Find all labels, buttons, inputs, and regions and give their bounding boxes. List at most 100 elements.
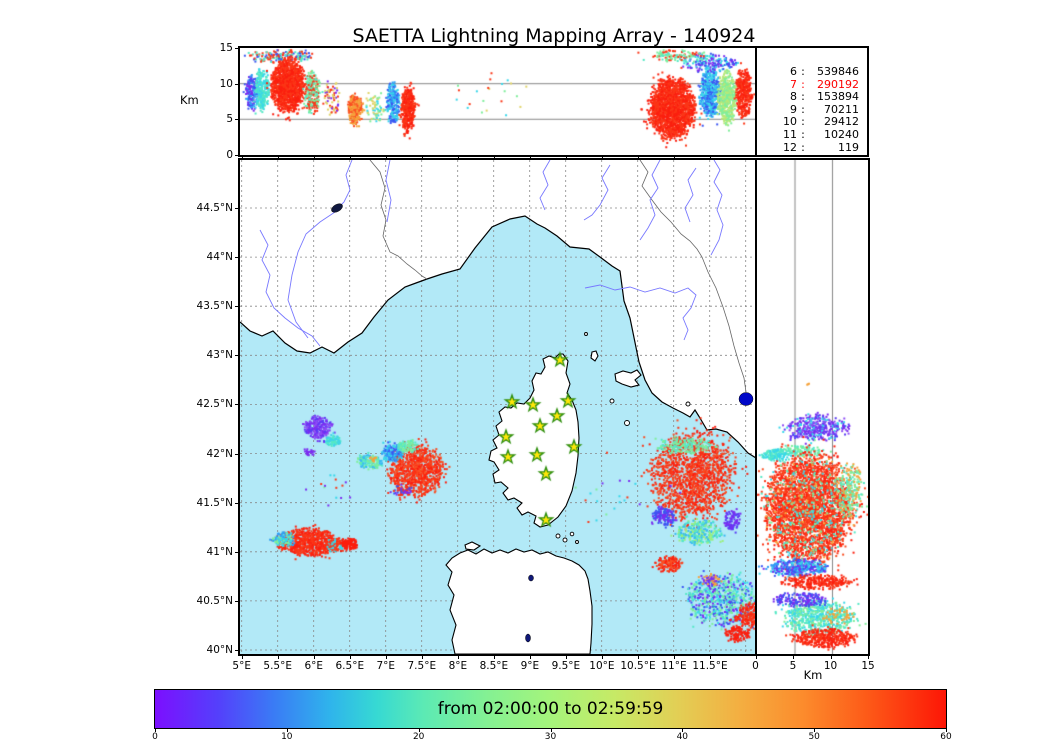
cbar-ticks-label: 60 (940, 732, 952, 742)
map-lon-ticks-tick (601, 655, 603, 659)
cbar-ticks-tick (946, 728, 947, 732)
map-lon-ticks-tick (638, 655, 639, 659)
right-x-ticks-tick (755, 655, 757, 659)
top-panel-lon-ticks-tick (421, 156, 423, 160)
map-lat-ticks-label: 41.5°N (196, 496, 233, 509)
source-count-rows: 6:539846 7:290192 8:153894 9:70211 10:29412 1… (757, 48, 867, 154)
map-lat-ticks-label: 40.5°N (196, 594, 233, 607)
page-title: SAETTA Lightning Mapping Array - 140924 (352, 25, 756, 47)
source-count-row: 6:539846 (790, 65, 859, 78)
right-x-ticks-label: 15 (861, 660, 875, 672)
cbar-ticks-label: 20 (412, 732, 425, 742)
map-lon-ticks-label: 7°E (376, 660, 396, 672)
cbar-ticks-label: 50 (808, 732, 820, 742)
map-lon-ticks-tick (565, 655, 567, 659)
map-lon-ticks-tick (277, 655, 279, 659)
right-x-ticks-label: 10 (823, 660, 838, 672)
colorbar-label: from 02:00:00 to 02:59:59 (437, 699, 664, 719)
map-lon-ticks-tick (457, 655, 459, 659)
map-lon-ticks-tick (421, 655, 423, 659)
top-panel-lon-ticks-tick (349, 156, 351, 160)
top-panel-lon-ticks-tick (313, 156, 315, 160)
map-lat-ticks-tick (235, 208, 239, 209)
top-y-ticks-tick (235, 119, 239, 121)
map-lon-ticks-label: 11°E (661, 660, 687, 672)
map-lon-ticks-label: 8.5°E (479, 660, 509, 672)
top-panel-lon-ticks-tick (493, 156, 495, 160)
map-lat-ticks-tick (235, 600, 239, 602)
map-scatter-canvas (240, 160, 756, 654)
altitude-latitude-panel (755, 158, 870, 656)
map-lon-ticks-label: 8°E (448, 660, 468, 672)
altitude-latitude-scatter-canvas (757, 160, 868, 654)
cbar-ticks-tick (286, 728, 288, 732)
map-lon-ticks-tick (493, 655, 495, 659)
time-colorbar: from 02:00:00 to 02:59:59 (154, 689, 947, 729)
cbar-ticks-label: 0 (152, 732, 158, 742)
source-count-row: 8:153894 (790, 90, 859, 104)
map-lat-ticks-tick (235, 404, 239, 406)
map-lat-ticks-label: 42°N (206, 447, 233, 460)
cbar-ticks-tick (155, 728, 156, 732)
map-lat-ticks-tick (235, 551, 239, 553)
map-lat-ticks-label: 43.5°N (196, 300, 233, 313)
map-lon-ticks-label: 10.5°E (620, 660, 656, 672)
map-lat-ticks-label: 41°N (206, 545, 233, 558)
cbar-ticks-label: 10 (281, 732, 293, 742)
map-panel (238, 158, 758, 656)
cbar-ticks-tick (682, 728, 684, 732)
right-panel-xlabel: Km (803, 668, 823, 682)
map-lon-ticks-label: 5.5°E (263, 660, 292, 672)
map-lon-ticks-label: 5°E (232, 660, 251, 672)
top-y-ticks-tick (235, 155, 239, 156)
top-panel-lon-ticks-tick (565, 156, 567, 160)
cbar-ticks-tick (550, 728, 552, 732)
top-y-ticks-label: 5 (226, 113, 233, 126)
top-panel-lon-ticks-tick (457, 156, 459, 160)
map-lon-ticks-tick (385, 655, 387, 659)
top-y-ticks-tick (235, 48, 239, 49)
right-x-ticks-label: 0 (752, 660, 759, 672)
map-lat-ticks-tick (235, 650, 239, 651)
right-x-ticks-tick (830, 655, 832, 659)
top-panel-lon-ticks-tick (674, 156, 675, 160)
top-panel-lon-ticks-tick (241, 156, 243, 160)
right-x-ticks-label: 5 (789, 660, 797, 672)
map-lon-ticks-tick (710, 655, 711, 659)
map-lon-ticks-label: 6.5°E (335, 660, 365, 672)
map-lon-ticks-label: 10°E (589, 660, 615, 672)
top-y-ticks-label: 0 (226, 149, 233, 161)
map-lon-ticks-label: 9°E (520, 660, 540, 672)
map-lon-ticks-label: 9.5°E (551, 660, 581, 672)
top-panel-ylabel: Km (180, 93, 199, 107)
top-y-ticks-tick (235, 83, 239, 85)
map-lat-ticks-tick (235, 355, 239, 357)
top-panel-lon-ticks-tick (638, 156, 639, 160)
map-lat-ticks-tick (235, 257, 239, 259)
cbar-ticks-label: 40 (676, 732, 689, 742)
altitude-longitude-panel (238, 46, 758, 157)
source-count-row: 11:10240 (783, 127, 859, 141)
top-panel-lon-ticks-tick (601, 156, 603, 160)
map-lon-ticks-tick (349, 655, 351, 659)
top-panel-lon-ticks-tick (710, 156, 711, 160)
right-x-ticks-tick (868, 655, 869, 659)
map-lon-ticks-label: 11.5°E (692, 660, 728, 672)
top-panel-lon-ticks-tick (277, 156, 279, 160)
map-lat-ticks-label: 44°N (206, 251, 233, 264)
source-count-row: 9:70211 (790, 102, 859, 116)
map-lat-ticks-tick (235, 306, 239, 308)
map-lon-ticks-tick (529, 655, 531, 659)
map-lon-ticks-tick (241, 655, 243, 659)
source-count-row: 7:290192 (790, 77, 859, 91)
cbar-ticks-tick (814, 728, 816, 732)
top-panel-lon-ticks-tick (529, 156, 531, 160)
map-lat-ticks-tick (235, 453, 239, 455)
source-count-legend: 6:539846 7:290192 8:153894 9:70211 10:29412 1… (755, 46, 869, 157)
top-y-ticks-label: 10 (219, 77, 233, 90)
top-panel-lon-ticks-tick (385, 156, 387, 160)
map-lon-ticks-tick (313, 655, 315, 659)
cbar-ticks-label: 30 (544, 732, 557, 742)
map-lat-ticks-label: 43°N (206, 349, 233, 362)
